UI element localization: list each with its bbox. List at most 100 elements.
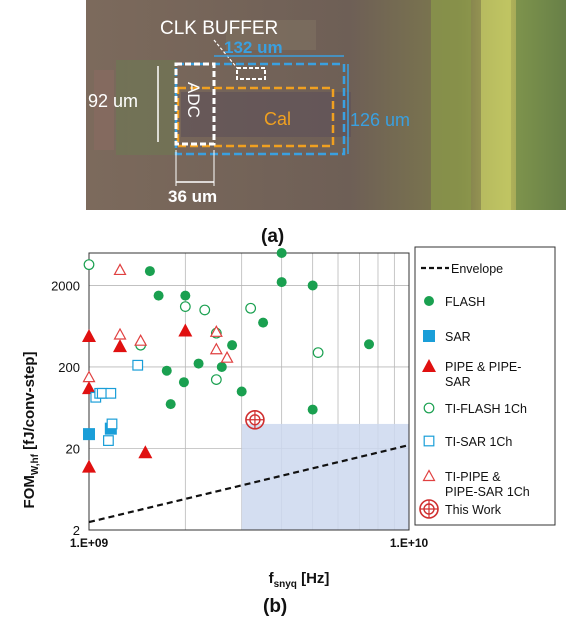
ti-flash-1ch-point [245,302,257,314]
cal-block-label: Cal [264,109,291,129]
ti-pipe-pipe-sar-1ch-point [113,263,127,276]
legend: Envelope FLASH SAR PIPE & PIPE-SAR TI-FLASH … [414,246,556,526]
marker-shape [106,418,118,430]
marker-shape [178,323,193,337]
x-axis-label-main: f [269,570,275,587]
shaded-target-region [241,423,409,530]
marker-shape [423,330,435,342]
pipe-pipe-sar-point [138,445,153,459]
height-right-label: 126 um [350,110,410,130]
marker-shape [276,277,287,288]
flash-point [153,290,164,301]
cal-region-fill [181,92,351,137]
cal-box [176,86,335,148]
legend-label-line: PIPE-SAR 1Ch [445,485,530,499]
marker-shape [132,359,144,371]
marker-shape [165,399,176,410]
ti-pipe-pipe-sar-1ch-point [209,325,223,337]
y-axis-label-sub: W,hf [30,453,41,475]
marker-shape [82,370,96,383]
marker-shape [83,259,95,271]
sar-point [83,428,95,441]
ti-flash-1ch-point [179,301,191,313]
marker-shape [209,342,223,355]
marker-shape [216,361,227,372]
marker-shape [161,365,172,376]
flash-point [178,377,189,388]
marker-shape [138,445,153,459]
legend-label-ti-sar-1ch: TI-SAR 1Ch [445,435,512,449]
adc-block-label: ADC [184,82,203,118]
y-tick-label: 2 [73,523,80,538]
ti-flash-1ch-point [312,347,324,359]
marker-shape [82,381,96,395]
y-tick-label: 2000 [51,278,80,293]
marker-shape [209,325,223,337]
ti-pipe-pipe-sar-1ch-point [113,327,127,340]
legend-marker-ti-sar-1ch [423,435,435,447]
marker-shape [105,387,117,399]
ti-pipe-pipe-sar-1ch-point [82,370,96,383]
legend-label-line: This Work [445,503,502,517]
marker-shape [258,317,269,328]
marker-shape [422,469,436,482]
y-tick-label: 200 [58,360,80,375]
legend-label-flash: FLASH [445,295,485,309]
pad-texture [226,0,566,210]
legend-marker-flash [424,296,434,306]
shaded-region-rect [241,423,409,530]
legend-label-line: TI-PIPE & [445,470,501,484]
legend-marker-this-work [419,499,439,519]
envelope-line [88,444,410,524]
ti-flash-1ch-point [199,304,211,316]
legend-label-line: FLASH [445,295,485,309]
flash-point [216,361,227,372]
legend-label-envelope: Envelope [451,262,503,276]
x-tick-label: 1.E+10 [390,536,429,550]
adc-region-texture [94,60,176,155]
clk-pointer-line [213,39,239,70]
y-tick-label: 20 [66,441,80,456]
legend-marker-ti-pipe-pipe-sar-1ch [422,469,436,482]
marker-shape [113,327,127,340]
marker-shape [423,435,435,447]
legend-label-ti-flash-1ch: TI-FLASH 1Ch [445,402,527,416]
marker-shape [180,290,191,301]
clk-buffer-box [236,67,266,80]
marker-shape [220,350,234,363]
ti-sar-1ch-point [106,418,118,430]
pipe-pipe-sar-point [82,328,96,342]
marker-shape [103,435,114,446]
x-axis-label: fsnyq [Hz] [269,570,330,590]
height-left-label: 92 um [88,91,138,111]
flash-point [161,365,172,376]
marker-shape [276,248,287,258]
marker-shape [210,374,222,385]
legend-marker-ti-flash-1ch [423,402,435,414]
y-axis-label-main: FOM [21,475,38,508]
pipe-pipe-sar-point [82,381,96,395]
ti-sar-1ch-point [105,387,117,399]
legend-label-line: Envelope [451,262,503,276]
legend-label-sar: SAR [445,330,471,344]
flash-point [276,277,287,288]
marker-shape [364,339,375,350]
marker-shape [227,340,238,351]
x-axis-label-sub: snyq [274,579,297,590]
legend-label-line: PIPE & PIPE- [445,360,521,374]
marker-shape [307,280,318,291]
ti-pipe-pipe-sar-1ch-point [134,333,148,346]
caption-b: (b) [263,596,288,617]
die-photo: CLK BUFFER 132 um 92 um 126 um 36 um ADC… [86,0,566,210]
marker-shape [82,328,96,342]
legend-label-line: TI-FLASH 1Ch [445,402,527,416]
legend-label-ti-pipe-pipe-sar-1ch: TI-PIPE & PIPE-SAR 1Ch [445,470,530,499]
adc-width-label: 36 um [168,187,217,206]
flash-point [236,386,247,397]
legend-label-pipe-pipe-sar: PIPE & PIPE-SAR [445,360,521,389]
y-axis-label-unit: [fJ/conv-step] [21,352,38,455]
flash-point [165,399,176,410]
legend-marker-pipe-pipe-sar [422,359,436,372]
ti-sar-1ch-point [103,435,114,446]
